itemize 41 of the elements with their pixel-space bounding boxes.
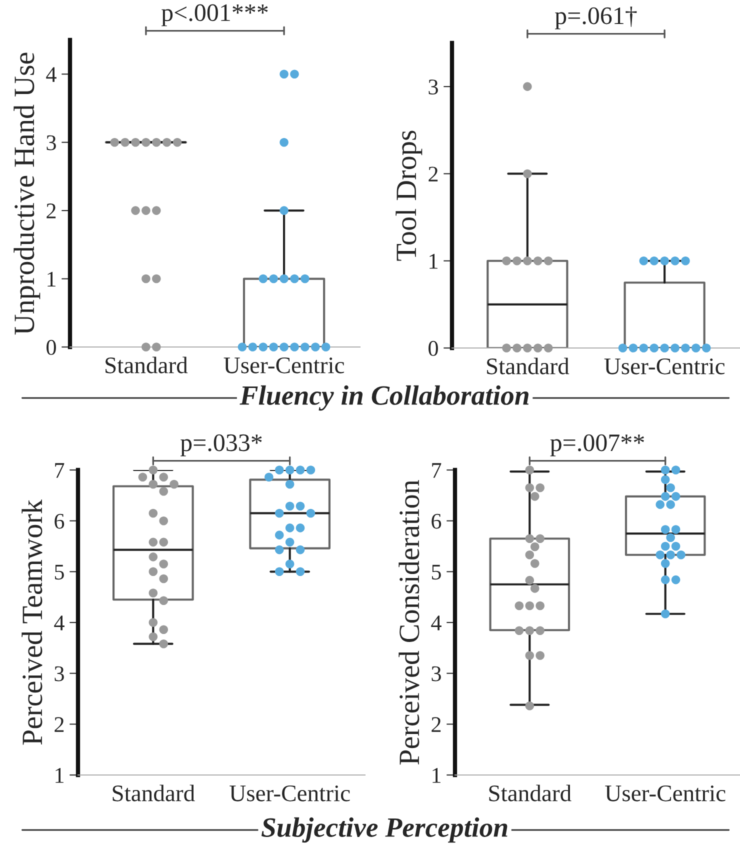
y-tick-label: 1 — [432, 768, 440, 783]
y-tick-label: 5 — [432, 564, 441, 580]
y-tick-label: 2 — [46, 204, 56, 218]
y-tick-label: 3 — [46, 135, 56, 150]
text: p=.007** — [550, 434, 644, 456]
x-tick-label: Standard — [112, 784, 195, 802]
text: p=.033* — [180, 434, 262, 456]
y-axis-title: Perceived Teamwork — [22, 499, 42, 745]
x-tick-label: Standard — [106, 356, 188, 374]
text: p<.001*** — [161, 4, 268, 26]
y-axis-title: Unproductive Hand Use — [14, 52, 40, 335]
y-tick-label: 3 — [428, 80, 438, 94]
y-tick-label: 4 — [46, 67, 56, 82]
y-tick-label: 1 — [48, 272, 56, 286]
text: p=.061† — [554, 6, 637, 30]
x-tick-label: User-Centric — [605, 785, 726, 802]
y-tick-label: 7 — [55, 463, 64, 478]
y-axis-title: Tool Drops — [396, 130, 422, 261]
y-tick-label: 4 — [54, 616, 64, 630]
y-tick-label: 2 — [432, 717, 441, 732]
x-tick-label: Standard — [489, 784, 572, 802]
x-tick-label: Standard — [487, 358, 570, 374]
y-tick-label: 6 — [432, 514, 442, 529]
y-tick-label: 6 — [54, 514, 64, 529]
x-tick-label: User-Centric — [604, 358, 725, 374]
y-tick-label: 0 — [46, 340, 56, 355]
x-tick-label: User-Centric — [224, 357, 344, 374]
text: Subjective Perception — [261, 817, 508, 843]
y-tick-label: 1 — [430, 254, 438, 269]
y-tick-label: 2 — [428, 166, 438, 182]
y-tick-label: 0 — [428, 340, 438, 356]
y-tick-label: 3 — [54, 666, 64, 682]
x-tick-label: User-Centric — [230, 785, 350, 802]
y-tick-label: 2 — [54, 717, 64, 732]
y-tick-label: 3 — [432, 666, 441, 682]
y-axis-title: Perceived Consideration — [398, 480, 420, 765]
y-tick-label: 4 — [431, 616, 442, 630]
y-tick-label: 5 — [54, 564, 64, 580]
y-tick-label: 1 — [56, 768, 64, 783]
text: Fluency in Collaboration — [240, 385, 529, 411]
y-tick-label: 7 — [432, 463, 442, 478]
